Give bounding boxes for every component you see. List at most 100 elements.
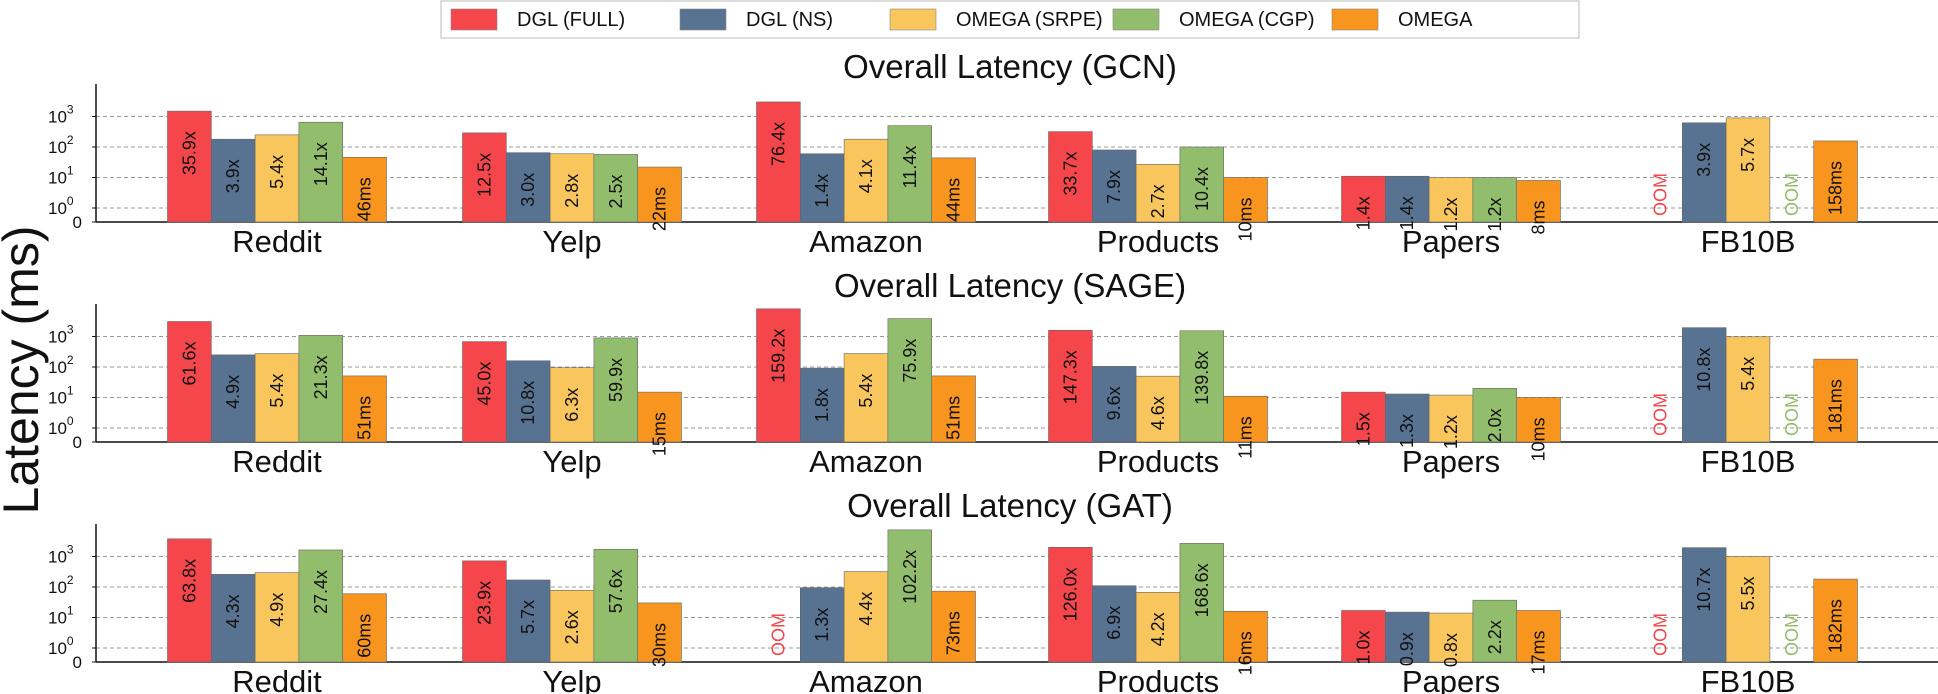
bar xyxy=(211,354,256,443)
bar-value-label: 33.7x xyxy=(1060,152,1080,196)
y-tick-label: 100 xyxy=(48,414,74,438)
bar-value-label: 10.7x xyxy=(1694,568,1714,612)
bar xyxy=(1472,599,1518,663)
bar-value-label: 1.0x xyxy=(1353,630,1373,664)
y-tick-label: 103 xyxy=(48,543,74,567)
legend-label: DGL (NS) xyxy=(746,9,833,31)
bar-value-label: 11.4x xyxy=(900,146,920,189)
panel-title: Overall Latency (GAT) xyxy=(847,487,1173,524)
legend-swatch xyxy=(679,8,727,31)
bar xyxy=(1682,327,1727,443)
bar xyxy=(254,353,300,443)
bar-value-label: 1.4x xyxy=(1353,196,1373,230)
bar-value-label: 182ms xyxy=(1826,599,1846,653)
y-axis-label: Latency (ms) xyxy=(0,226,49,515)
legend-swatch xyxy=(450,8,498,31)
bar-value-label: 60ms xyxy=(355,614,375,658)
bar xyxy=(1385,175,1430,223)
bar-value-label: 21.3x xyxy=(311,355,331,399)
bar-value-label: 3.9x xyxy=(223,159,243,193)
bar-value-label: 73ms xyxy=(944,611,964,655)
oom-label: OOM xyxy=(1650,393,1670,436)
y-tick-exponent: 3 xyxy=(67,323,74,337)
bar xyxy=(505,360,551,443)
legend-item: OMEGA (SRPE) xyxy=(889,8,1103,31)
bar-value-label: 5.5x xyxy=(1738,577,1758,611)
bar-value-label: 1.2x xyxy=(1485,198,1505,232)
bar-value-label: 10ms xyxy=(1529,418,1549,462)
category-label: Papers xyxy=(1402,444,1500,479)
bar-value-label: 2.7x xyxy=(1148,184,1168,218)
bar-value-label: 4.6x xyxy=(1148,396,1168,430)
bar-value-label: 147.3x xyxy=(1060,350,1080,404)
bar-value-label: 61.6x xyxy=(179,342,199,386)
bar-value-label: 3.9x xyxy=(1694,143,1714,177)
bar-value-label: 1.2x xyxy=(1441,415,1461,449)
bar-value-label: 76.4x xyxy=(768,122,788,166)
bar xyxy=(637,166,682,223)
bar xyxy=(462,341,507,443)
bar-value-label: 51ms xyxy=(944,396,964,440)
bar-value-label: 1.4x xyxy=(1397,196,1417,230)
bar xyxy=(593,154,639,223)
bar-value-label: 1.3x xyxy=(1397,414,1417,448)
bar xyxy=(1813,140,1858,223)
bar-value-label: 75.9x xyxy=(900,339,920,383)
y-tick-exponent: 1 xyxy=(67,384,74,398)
bar xyxy=(1813,358,1858,443)
legend-label: DGL (FULL) xyxy=(517,9,625,31)
bar xyxy=(1341,175,1386,223)
bar-value-label: 11ms xyxy=(1236,416,1256,459)
bar xyxy=(1048,329,1093,443)
bar xyxy=(637,602,682,663)
legend-label: OMEGA (CGP) xyxy=(1179,9,1315,31)
bar-value-label: 12.5x xyxy=(474,153,494,197)
bar xyxy=(843,571,889,663)
category-label: Yelp xyxy=(542,224,601,259)
category-label: Reddit xyxy=(232,444,322,479)
bar xyxy=(593,337,639,443)
bar xyxy=(1428,394,1474,443)
oom-label: OOM xyxy=(1650,173,1670,216)
bar-value-label: 35.9x xyxy=(179,131,199,175)
y-tick-exponent: 0 xyxy=(67,194,74,208)
oom-label: OOM xyxy=(1782,393,1802,436)
bar-value-label: 59.9x xyxy=(606,358,626,402)
bar-value-label: 14.1x xyxy=(311,142,331,186)
y-tick-exponent: 2 xyxy=(67,573,74,587)
category-label: Products xyxy=(1097,444,1219,479)
bar xyxy=(1179,330,1225,443)
y-tick-label: 101 xyxy=(48,164,74,188)
y-tick-label: 103 xyxy=(48,103,74,127)
bar-value-label: 4.9x xyxy=(267,593,287,627)
y-tick-exponent: 1 xyxy=(67,164,74,178)
bar-value-label: 158ms xyxy=(1826,161,1846,215)
bar xyxy=(887,529,933,663)
y-tick-exponent: 0 xyxy=(67,634,74,648)
bar-value-label: 139.8x xyxy=(1192,351,1212,405)
bar-value-label: 5.4x xyxy=(856,374,876,408)
bar-value-label: 1.5x xyxy=(1353,412,1373,446)
bar-value-label: 46ms xyxy=(355,177,375,221)
y-tick-exponent: 0 xyxy=(67,414,74,428)
bar-value-label: 0.9x xyxy=(1397,632,1417,666)
panel: Overall Latency (SAGE)010010110210361.6x… xyxy=(48,267,1938,479)
bar-value-label: 27.4x xyxy=(311,570,331,614)
legend-swatch xyxy=(889,8,937,31)
bar xyxy=(1682,122,1727,223)
bar-value-label: 16ms xyxy=(1236,631,1256,675)
category-label: FB10B xyxy=(1701,224,1796,259)
bar xyxy=(1516,180,1561,223)
bar xyxy=(931,157,976,223)
y-tick-label: 0 xyxy=(73,433,82,452)
bar-value-label: 30ms xyxy=(650,623,670,667)
bar xyxy=(756,101,801,223)
bar xyxy=(799,153,845,223)
legend-item: DGL (FULL) xyxy=(450,8,625,31)
y-tick-exponent: 3 xyxy=(67,103,74,117)
y-tick-label: 101 xyxy=(48,604,74,628)
oom-label: OOM xyxy=(1650,613,1670,656)
category-label: Papers xyxy=(1402,664,1500,694)
